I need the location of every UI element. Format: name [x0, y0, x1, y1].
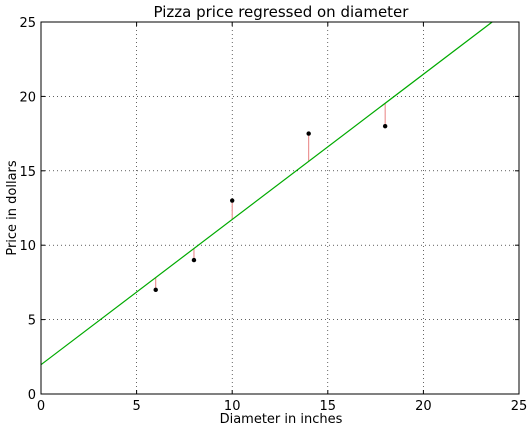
- residual-layer: [155, 103, 386, 290]
- chart-title: Pizza price regressed on diameter: [154, 3, 410, 21]
- scatter-point: [230, 198, 235, 203]
- tick-layer: 0 5 10 15 20 25 0 5 10 15 20 25: [19, 16, 527, 414]
- x-tick-label: 15: [320, 399, 337, 414]
- y-tick-label: 5: [28, 314, 36, 329]
- y-tick-label: 20: [19, 90, 36, 105]
- scatter-points-layer: [153, 123, 388, 293]
- x-tick-label: 0: [37, 399, 45, 414]
- scatter-point: [153, 287, 158, 293]
- y-axis-title: Price in dollars: [5, 160, 20, 256]
- y-tick-label: 0: [28, 388, 36, 403]
- scatter-point: [306, 131, 311, 136]
- x-axis-title: Diameter in inches: [220, 412, 343, 427]
- regression-line-layer: [40, 21, 493, 366]
- y-tick-label: 25: [19, 16, 36, 31]
- x-tick-label: 25: [511, 399, 528, 414]
- grid-layer: [40, 21, 520, 395]
- y-tick-label: 10: [19, 239, 36, 254]
- scatter-point: [191, 257, 197, 263]
- x-tick-label: 5: [132, 399, 140, 414]
- x-tick-label: 20: [415, 399, 432, 414]
- plot-frame: [40, 21, 520, 395]
- x-tick-label: 10: [224, 399, 241, 414]
- scatter-point: [382, 123, 388, 129]
- y-tick-label: 15: [19, 165, 36, 180]
- regression-line: [40, 21, 493, 366]
